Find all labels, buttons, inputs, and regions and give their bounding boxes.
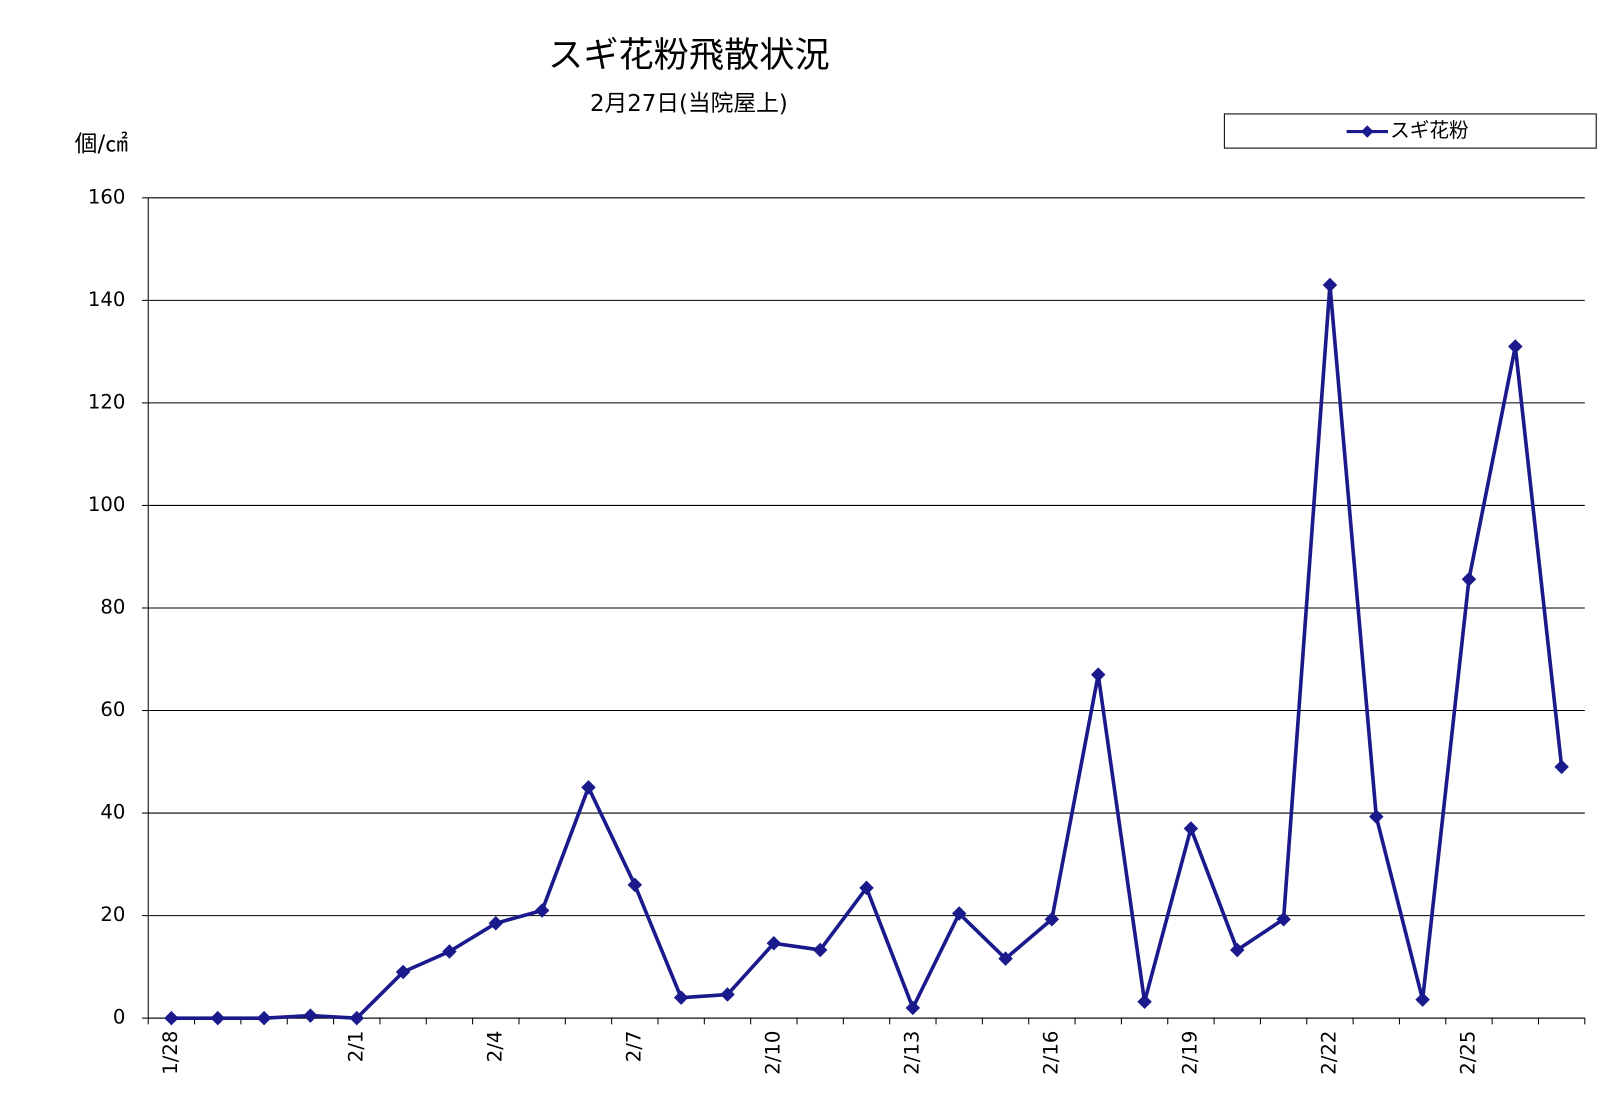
- x-tick-label: 2/4: [483, 1031, 506, 1063]
- x-tick-label: 2/1: [344, 1031, 367, 1063]
- data-point: [1508, 339, 1523, 354]
- y-tick-label: 20: [100, 903, 125, 926]
- data-point: [627, 877, 643, 893]
- legend-box: [1223, 113, 1597, 149]
- data-point: [1415, 992, 1430, 1007]
- data-point: [581, 780, 596, 795]
- data-point: [1230, 942, 1245, 958]
- y-tick-label: 140: [88, 288, 126, 311]
- y-tick-label: 160: [88, 185, 126, 208]
- data-point: [766, 936, 782, 951]
- x-tick-label: 2/22: [1317, 1031, 1340, 1075]
- x-tick-label: 2/10: [761, 1031, 784, 1075]
- x-tick-label: 2/7: [622, 1031, 645, 1063]
- chart-subtitle: 2月27日(当院屋上): [590, 91, 788, 117]
- data-point: [303, 1008, 318, 1023]
- chart-title: スギ花粉飛散状況: [548, 35, 830, 76]
- data-point: [1137, 994, 1152, 1009]
- y-tick-label: 100: [88, 493, 126, 516]
- data-point: [488, 916, 504, 931]
- data-point: [1322, 277, 1338, 293]
- data-point: [164, 1010, 179, 1026]
- x-tick-label: 2/19: [1178, 1031, 1201, 1075]
- legend-label: スギ花粉: [1390, 119, 1469, 142]
- data-point: [442, 944, 457, 959]
- x-tick-label: 1/28: [159, 1031, 182, 1075]
- data-point: [1183, 821, 1199, 836]
- data-point: [998, 951, 1013, 966]
- data-point: [720, 987, 735, 1002]
- series-line: [171, 283, 1564, 1020]
- data-point: [1276, 911, 1291, 927]
- x-tick-label: 2/25: [1456, 1031, 1479, 1075]
- data-point: [859, 880, 874, 896]
- y-tick-label: 60: [100, 698, 125, 721]
- y-tick-label: 120: [88, 390, 126, 413]
- data-point: [534, 903, 550, 918]
- data-point: [951, 906, 967, 921]
- data-point: [256, 1010, 272, 1026]
- data-point: [1369, 809, 1384, 824]
- y-tick-label: 0: [113, 1006, 126, 1029]
- data-point: [210, 1010, 225, 1026]
- y-tick-label: 80: [100, 595, 125, 618]
- data-point: [1461, 572, 1477, 587]
- data-point: [673, 990, 689, 1005]
- x-tick-label: 2/13: [900, 1031, 923, 1075]
- data-point: [1044, 911, 1060, 927]
- data-point: [1554, 759, 1569, 775]
- y-tick-label: 40: [100, 801, 125, 824]
- y-axis-label: 個/㎠: [75, 132, 128, 158]
- data-point: [905, 1000, 921, 1016]
- data-point: [395, 964, 411, 980]
- data-point: [1090, 667, 1106, 682]
- data-point: [349, 1010, 365, 1026]
- x-tick-label: 2/16: [1039, 1031, 1062, 1075]
- data-point: [812, 942, 828, 958]
